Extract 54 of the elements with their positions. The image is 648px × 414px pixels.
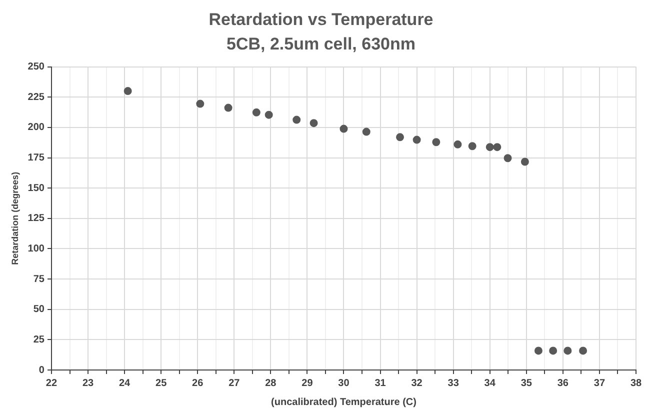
point <box>362 128 370 136</box>
chart-title: Retardation vs Temperature <box>208 10 434 29</box>
y-tick-label: 175 <box>28 152 45 164</box>
chart-subtitle: 5CB, 2.5um cell, 630nm <box>226 34 416 54</box>
x-tick-label: 31 <box>374 378 386 389</box>
y-tick-label: 100 <box>28 243 45 254</box>
x-tick-label: 23 <box>82 378 94 389</box>
point <box>520 158 529 166</box>
x-tick-label: 24 <box>118 378 131 389</box>
x-tick-label: 35 <box>520 378 532 389</box>
point <box>486 143 494 152</box>
y-tick-label: 125 <box>28 213 45 224</box>
y-tick-label: 50 <box>33 304 45 316</box>
point <box>196 100 204 108</box>
point <box>504 154 512 162</box>
y-tick-label: 250 <box>28 62 45 73</box>
y-tick-label: 225 <box>28 92 45 103</box>
point <box>292 116 301 124</box>
point <box>564 346 572 355</box>
x-tick-label: 27 <box>228 378 240 389</box>
point <box>340 124 348 133</box>
point <box>493 143 502 152</box>
point <box>264 110 273 119</box>
x-tick-label: 34 <box>484 378 496 389</box>
point <box>468 142 476 150</box>
point <box>549 346 558 355</box>
point <box>252 108 260 116</box>
y-tick-label: 0 <box>38 364 45 376</box>
y-tick-label: 75 <box>33 274 45 285</box>
x-tick-label: 22 <box>46 378 58 389</box>
x-tick-label: 25 <box>156 378 168 389</box>
point <box>579 346 588 355</box>
x-tick-label: 37 <box>594 378 606 389</box>
y-tick-label: 25 <box>33 334 45 346</box>
x-tick-label: 30 <box>338 378 350 389</box>
point <box>396 133 404 142</box>
point <box>412 136 421 144</box>
point <box>534 346 542 355</box>
y-tick-label: 150 <box>28 182 45 194</box>
point <box>124 87 132 96</box>
x-tick-label: 38 <box>630 378 642 389</box>
point <box>224 104 232 112</box>
x-tick-label: 26 <box>192 378 204 389</box>
x-tick-label: 28 <box>265 378 277 389</box>
x-tick-label: 29 <box>302 378 314 389</box>
x-axis-title: (uncalibrated) Temperature (C) <box>271 396 416 408</box>
y-tick-label: 200 <box>28 122 45 134</box>
point <box>432 138 440 146</box>
x-tick-label: 32 <box>411 378 423 389</box>
x-tick-label: 36 <box>557 378 569 389</box>
x-tick-label: 33 <box>448 378 460 389</box>
point <box>454 140 462 148</box>
point <box>310 119 318 128</box>
y-axis-title: Retardation (degrees) <box>10 172 20 265</box>
